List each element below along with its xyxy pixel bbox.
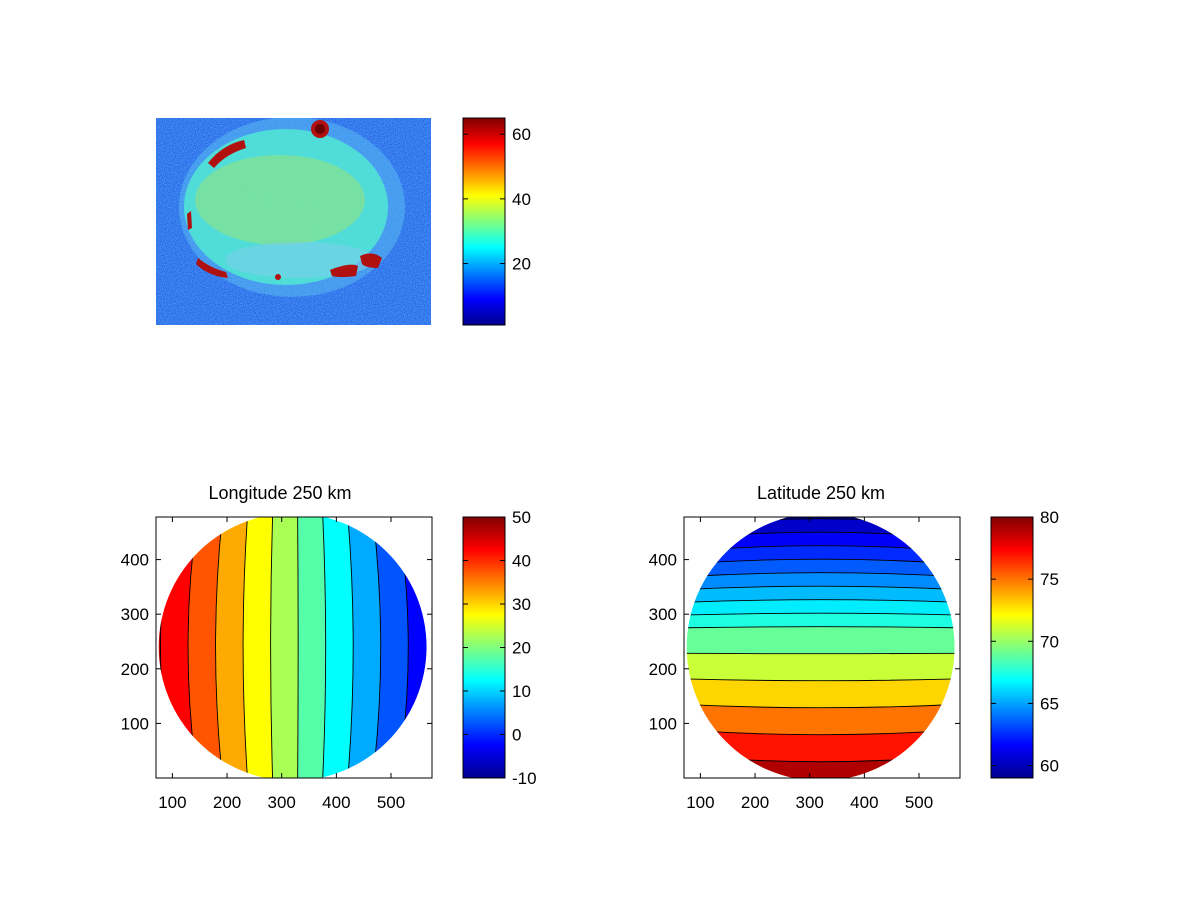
longitude-colorbar-tick-label: 50 — [512, 508, 531, 527]
longitude-title: Longitude 250 km — [208, 483, 351, 503]
latitude-contour-line — [686, 612, 955, 616]
image-arc-left — [187, 211, 192, 230]
image-arc-lower-right-a — [330, 264, 358, 277]
latitude-band — [686, 599, 955, 616]
latitude-ytick-label: 300 — [649, 605, 677, 624]
longitude-contour-line — [321, 517, 327, 778]
longitude-band — [215, 517, 248, 778]
longitude-colorbar-tick-label: 40 — [512, 552, 531, 571]
image-hotspot-top-core — [315, 124, 325, 134]
longitude-xtick-label: 100 — [158, 793, 186, 812]
latitude-colorbar-tick-label: 80 — [1040, 508, 1059, 527]
latitude-panel: Latitude 250 km 100 200 300 400 500 100 200 300… — [649, 483, 1059, 812]
longitude-band — [371, 517, 409, 778]
longitude-ytick-label: 200 — [121, 660, 149, 679]
longitude-contour-line — [242, 517, 249, 778]
latitude-band — [686, 653, 955, 681]
latitude-contour-line — [686, 572, 955, 578]
longitude-colorbar-tick-label: 20 — [512, 639, 531, 658]
latitude-xtick-label: 400 — [850, 793, 878, 812]
longitude-contour-line — [270, 517, 274, 778]
latitude-contour-fill — [686, 517, 955, 778]
longitude-colorbar-tick-label: -10 — [512, 769, 537, 788]
image-colorbar-tick-label: 40 — [512, 190, 531, 209]
latitude-colorbar — [990, 516, 1034, 779]
longitude-contour-fill — [158, 517, 427, 778]
longitude-band — [188, 517, 224, 778]
longitude-xtick-label: 400 — [322, 793, 350, 812]
image-colorbar-tick-label: 20 — [512, 255, 531, 274]
longitude-axes-box — [155, 516, 433, 779]
longitude-colorbar-ticks: -10 0 10 20 30 40 50 — [463, 508, 537, 788]
longitude-band — [322, 517, 354, 778]
longitude-contour-line — [215, 517, 224, 778]
latitude-contour-line — [686, 626, 955, 629]
latitude-bands — [686, 517, 955, 778]
latitude-band — [686, 586, 955, 603]
latitude-xtick-label: 300 — [796, 793, 824, 812]
image-field — [156, 118, 431, 325]
latitude-axes-box — [683, 516, 961, 779]
longitude-colorbar-tick-label: 30 — [512, 595, 531, 614]
longitude-colorbar-tick-label: 0 — [512, 726, 521, 745]
image-arc-lower-left — [196, 258, 228, 278]
image-arc-upper-left — [208, 140, 246, 168]
longitude-band — [243, 517, 273, 778]
latitude-band — [686, 704, 955, 735]
longitude-panel: Longitude 250 km 100 200 300 400 50010020030… — [121, 483, 537, 812]
longitude-xtick-label: 500 — [377, 793, 405, 812]
image-spot-bottom — [275, 274, 281, 280]
longitude-ytick-label: 400 — [121, 551, 149, 570]
latitude-band — [686, 613, 955, 628]
latitude-contour-line — [686, 585, 955, 591]
latitude-xtick-label: 200 — [741, 793, 769, 812]
latitude-xtick-label: 100 — [686, 793, 714, 812]
longitude-ytick-label: 100 — [121, 714, 149, 733]
latitude-ytick-label: 100 — [649, 714, 677, 733]
image-arc-lower-right-b — [360, 253, 382, 268]
latitude-band — [686, 678, 955, 708]
latitude-title: Latitude 250 km — [757, 483, 885, 503]
latitude-contour-line — [686, 599, 955, 603]
latitude-contour-line — [686, 703, 955, 709]
image-hotspots — [187, 120, 382, 280]
latitude-contour-line — [686, 678, 955, 682]
longitude-bands — [158, 517, 427, 778]
latitude-colorbar-tick-label: 75 — [1040, 570, 1059, 589]
longitude-contour-line — [346, 517, 354, 778]
latitude-band — [686, 572, 955, 590]
latitude-colorbar-tick-label: 70 — [1040, 632, 1059, 651]
latitude-axis-ticks: 100 200 300 400 500 100 200 300 400 — [649, 517, 960, 812]
latitude-band — [686, 729, 955, 762]
longitude-contour-line — [297, 517, 299, 778]
latitude-ytick-label: 200 — [649, 660, 677, 679]
latitude-colorbar-tick-label: 60 — [1040, 757, 1059, 776]
longitude-xtick-label: 300 — [268, 793, 296, 812]
latitude-colorbar-ticks: 60 65 70 75 80 — [991, 508, 1059, 776]
longitude-colorbar — [462, 516, 506, 779]
latitude-band — [686, 545, 955, 565]
longitude-band — [158, 517, 174, 778]
longitude-contour-line — [371, 517, 382, 778]
image-colorbar-tick-label: 60 — [512, 125, 531, 144]
latitude-band — [686, 532, 955, 552]
latitude-colorbar-tick-label: 65 — [1040, 694, 1059, 713]
longitude-colorbar-tick-label: 10 — [512, 682, 531, 701]
latitude-band — [686, 559, 955, 577]
image-panel: 20 40 60 — [156, 117, 531, 326]
image-colorbar-ticks: 20 40 60 — [463, 125, 531, 274]
longitude-ytick-label: 300 — [121, 605, 149, 624]
longitude-axis-ticks: 100 200 300 400 500 100 200 300 400 — [121, 517, 432, 812]
image-colorbar — [462, 117, 506, 326]
longitude-band — [297, 517, 326, 778]
latitude-ytick-label: 400 — [649, 551, 677, 570]
latitude-band — [686, 626, 955, 654]
latitude-xtick-label: 500 — [905, 793, 933, 812]
longitude-band — [347, 517, 381, 778]
longitude-band — [270, 517, 299, 778]
image-noise-overlay — [156, 118, 431, 325]
longitude-xtick-label: 200 — [213, 793, 241, 812]
